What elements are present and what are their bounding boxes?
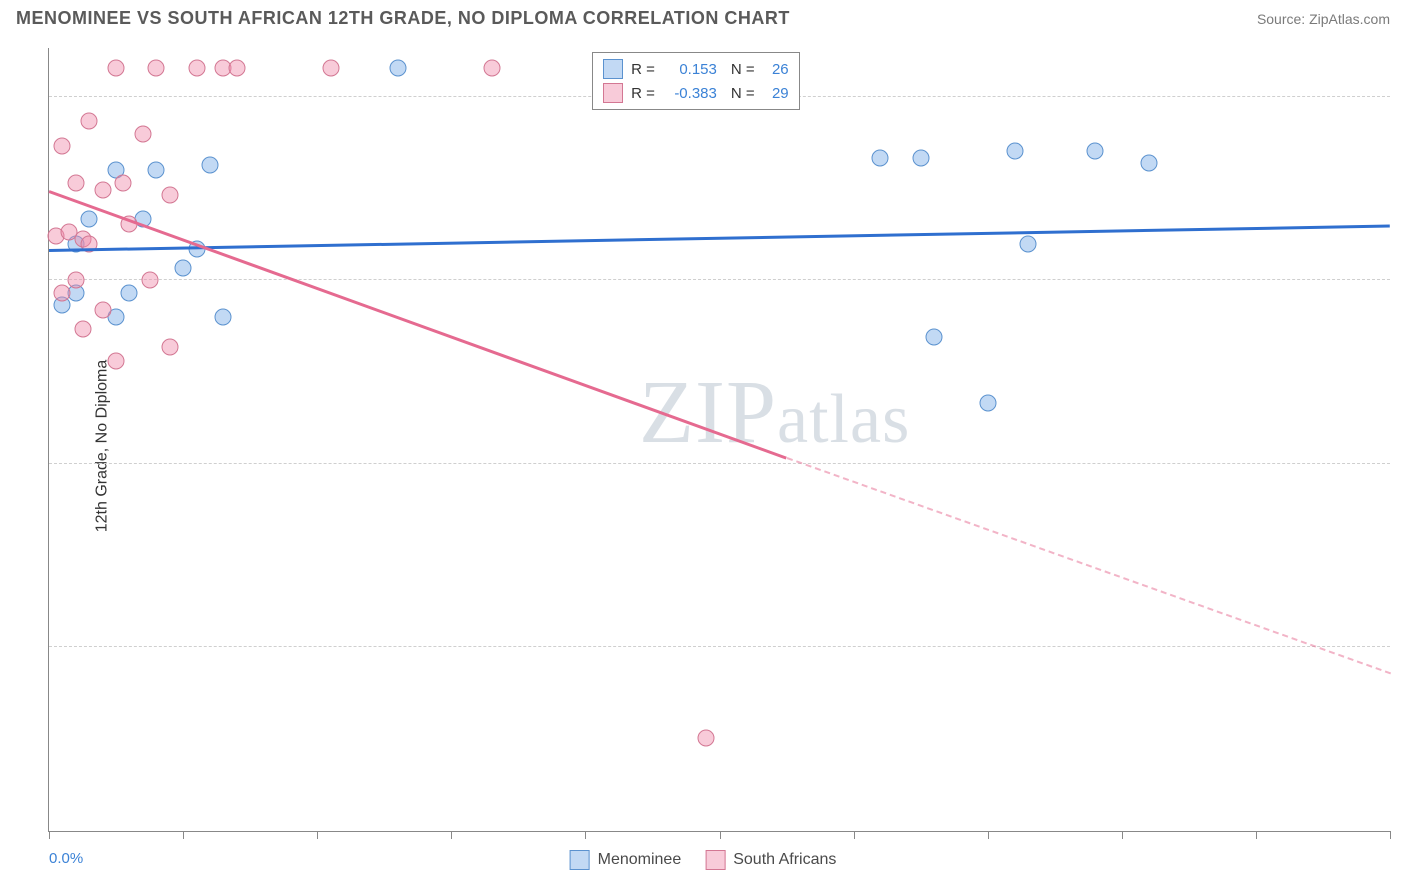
data-point <box>483 59 500 76</box>
legend-label: South Africans <box>733 851 836 869</box>
y-tick-label: 85.0% <box>1394 455 1406 472</box>
y-tick-label: 77.5% <box>1394 639 1406 656</box>
n-label: N = <box>731 61 755 78</box>
data-point <box>215 309 232 326</box>
trend-line <box>48 190 787 460</box>
legend-item: South Africans <box>705 850 836 870</box>
x-tick <box>1122 831 1123 839</box>
y-tick-label: 92.5% <box>1394 272 1406 289</box>
data-point <box>134 125 151 142</box>
data-point <box>912 150 929 167</box>
data-point <box>67 174 84 191</box>
r-value: -0.383 <box>663 85 717 102</box>
data-point <box>1140 155 1157 172</box>
plot-area: ZIPatlas 77.5%85.0%92.5%100.0%0.0%100.0%… <box>48 48 1390 832</box>
data-point <box>188 59 205 76</box>
legend-swatch <box>603 83 623 103</box>
data-point <box>108 353 125 370</box>
legend-swatch <box>603 59 623 79</box>
data-point <box>94 181 111 198</box>
data-point <box>67 272 84 289</box>
data-point <box>54 284 71 301</box>
data-point <box>1086 142 1103 159</box>
data-point <box>54 137 71 154</box>
data-point <box>698 730 715 747</box>
x-tick <box>854 831 855 839</box>
data-point <box>926 328 943 345</box>
watermark: ZIPatlas <box>639 361 910 464</box>
n-value: 29 <box>763 85 789 102</box>
r-label: R = <box>631 61 655 78</box>
data-point <box>1019 235 1036 252</box>
data-point <box>322 59 339 76</box>
x-tick <box>1390 831 1391 839</box>
data-point <box>228 59 245 76</box>
x-tick <box>1256 831 1257 839</box>
data-point <box>121 284 138 301</box>
x-tick <box>317 831 318 839</box>
data-point <box>201 157 218 174</box>
data-point <box>74 321 91 338</box>
data-point <box>108 59 125 76</box>
data-point <box>81 113 98 130</box>
data-point <box>161 186 178 203</box>
trend-line-dashed <box>786 457 1390 674</box>
trend-line <box>49 224 1390 251</box>
n-value: 26 <box>763 61 789 78</box>
legend-swatch <box>570 850 590 870</box>
x-tick <box>988 831 989 839</box>
stats-legend-row: R = 0.153 N = 26 <box>603 57 789 81</box>
data-point <box>94 301 111 318</box>
x-tick <box>183 831 184 839</box>
stats-legend-row: R = -0.383 N = 29 <box>603 81 789 105</box>
data-point <box>148 59 165 76</box>
stats-legend: R = 0.153 N = 26 R = -0.383 N = 29 <box>592 52 800 110</box>
x-label-min: 0.0% <box>49 850 83 867</box>
y-tick-label: 100.0% <box>1394 88 1406 105</box>
data-point <box>979 394 996 411</box>
data-point <box>114 174 131 191</box>
gridline <box>49 279 1390 280</box>
data-point <box>389 59 406 76</box>
r-label: R = <box>631 85 655 102</box>
data-point <box>175 260 192 277</box>
legend-bottom: Menominee South Africans <box>570 850 837 870</box>
x-tick <box>585 831 586 839</box>
data-point <box>141 272 158 289</box>
x-tick <box>720 831 721 839</box>
data-point <box>161 338 178 355</box>
chart-title: MENOMINEE VS SOUTH AFRICAN 12TH GRADE, N… <box>16 8 790 29</box>
x-tick <box>49 831 50 839</box>
watermark-post: atlas <box>777 381 910 458</box>
legend-swatch <box>705 850 725 870</box>
n-label: N = <box>731 85 755 102</box>
x-tick <box>451 831 452 839</box>
gridline <box>49 646 1390 647</box>
data-point <box>1006 142 1023 159</box>
data-point <box>148 162 165 179</box>
legend-label: Menominee <box>598 851 682 869</box>
gridline <box>49 463 1390 464</box>
chart-source: Source: ZipAtlas.com <box>1257 11 1390 27</box>
legend-item: Menominee <box>570 850 682 870</box>
data-point <box>872 150 889 167</box>
x-label-max: 100.0% <box>1392 850 1406 867</box>
data-point <box>81 211 98 228</box>
r-value: 0.153 <box>663 61 717 78</box>
